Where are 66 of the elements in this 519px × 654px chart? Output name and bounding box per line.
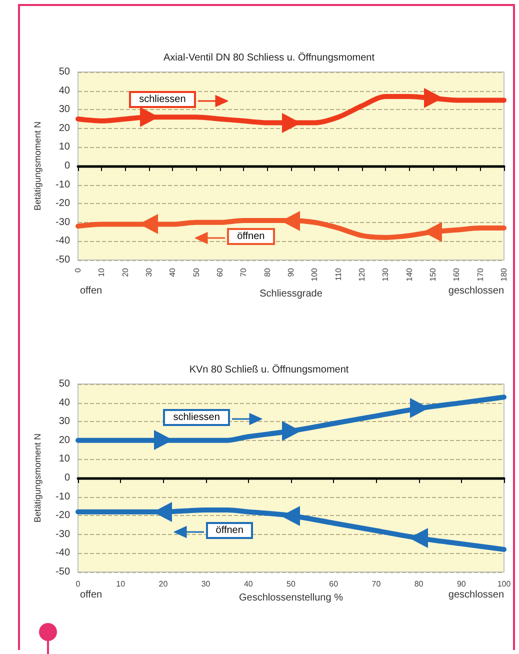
x-tick-label: 20 — [120, 267, 130, 277]
x-tick-label: 90 — [286, 267, 296, 277]
y-tick-label: 40 — [58, 397, 70, 408]
y-tick-label: -40 — [56, 236, 70, 247]
x-tick-label: 80 — [414, 580, 424, 588]
x-tick-label: 100 — [310, 267, 320, 282]
y-tick-label: 10 — [58, 454, 70, 465]
x-tick-label: 80 — [262, 267, 272, 277]
x-tick-label: 10 — [97, 267, 106, 277]
x-tick-label: 110 — [334, 267, 343, 281]
y-tick-label: 50 — [58, 378, 70, 390]
x-tick-label: 50 — [192, 267, 201, 277]
y-tick-label: -20 — [56, 198, 70, 210]
legend-label: öffnen — [206, 522, 254, 539]
text: offen — [80, 590, 102, 600]
chart-title: KVn 80 Schließ u. Öffnungsmoment — [189, 364, 349, 376]
y-tick-label: 30 — [58, 416, 70, 428]
y-tick-label: 10 — [58, 142, 70, 153]
x-axis-title: Schliessgrade — [260, 288, 323, 300]
y-tick-label: -30 — [56, 528, 70, 540]
x-tick-label: 90 — [456, 580, 466, 588]
y-tick-label: 0 — [64, 472, 70, 484]
x-tick-label: 50 — [286, 580, 296, 588]
y-tick-label: -10 — [56, 491, 70, 502]
y-tick-label: 30 — [58, 104, 70, 116]
x-tick-label: 40 — [168, 267, 178, 277]
x-tick-label: 180 — [500, 267, 508, 282]
y-tick-label: 20 — [58, 434, 70, 446]
y-tick-label: 20 — [58, 122, 70, 134]
y-tick-label: -20 — [56, 510, 70, 522]
text: offen — [80, 286, 102, 296]
series-label: schliessen — [129, 91, 196, 108]
y-tick-label: 40 — [58, 85, 70, 96]
legend-label: öffnen — [227, 228, 275, 246]
y-tick-label: 50 — [58, 66, 70, 78]
x-tick-label: 0 — [76, 580, 81, 588]
x-tick-label: 70 — [372, 580, 382, 588]
x-tick-label: 30 — [201, 580, 211, 588]
x-tick-label: 160 — [452, 267, 462, 282]
y-axis-title: Betätigungsmoment N — [32, 121, 42, 211]
x-tick-label: 60 — [329, 580, 339, 588]
x-tick-label: 0 — [74, 267, 82, 272]
x-tick-label: 10 — [116, 580, 126, 588]
y-axis-title: Betätigungsmoment N — [32, 433, 42, 523]
x-tick-label: 70 — [239, 267, 248, 277]
y-tick-label: -30 — [56, 216, 70, 228]
x-tick-label: 40 — [244, 580, 254, 588]
y-tick-label: -50 — [56, 254, 70, 266]
text: geschlossen — [448, 286, 504, 296]
chart-title: Axial-Ventil DN 80 Schliess u. Öffnungsmoment — [163, 52, 375, 64]
y-tick-label: -50 — [56, 566, 70, 578]
y-tick-label: 0 — [64, 160, 70, 172]
series-label: schliessen — [163, 408, 230, 426]
x-tick-label: 30 — [144, 267, 154, 277]
x-tick-label: 120 — [358, 267, 366, 282]
x-tick-label: 60 — [216, 267, 224, 277]
y-tick-label: -40 — [56, 548, 70, 559]
x-tick-label: 100 — [497, 580, 512, 588]
x-axis-title: Geschlossenstellung % — [239, 592, 344, 604]
x-tick-label: 20 — [158, 580, 168, 588]
x-tick-label: 170 — [476, 267, 485, 282]
x-tick-label: 150 — [428, 267, 438, 282]
y-tick-label: -10 — [56, 179, 70, 190]
x-tick-label: 140 — [404, 267, 414, 282]
x-tick-label: 130 — [381, 267, 390, 282]
text: geschlossen — [448, 590, 504, 600]
